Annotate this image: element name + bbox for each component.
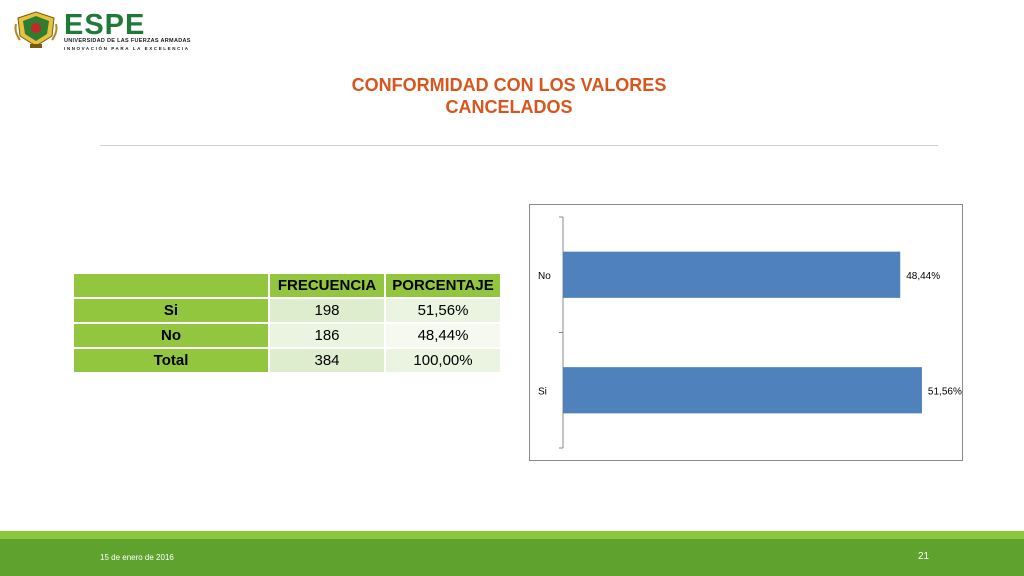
frequency-table: FRECUENCIA PORCENTAJE Si 198 51,56% No 1… <box>72 272 502 374</box>
table-row: Si 198 51,56% <box>72 297 502 324</box>
row-label: Si <box>72 297 270 324</box>
frecuencia-cell: 198 <box>268 297 386 324</box>
footer-date: 15 de enero de 2016 <box>100 553 174 562</box>
university-crest-icon <box>14 11 58 48</box>
footer-bar <box>0 539 1024 576</box>
frecuencia-cell: 186 <box>268 322 386 349</box>
slide-title-line2: CANCELADOS <box>445 97 573 117</box>
table-row: No 186 48,44% <box>72 322 502 349</box>
bar-no <box>563 251 901 298</box>
table-header-row: FRECUENCIA PORCENTAJE <box>72 272 502 299</box>
porcentaje-cell: 51,56% <box>384 297 502 324</box>
logo-wordmark: ESPE <box>64 9 146 41</box>
slide-title-line1: CONFORMIDAD CON LOS VALORES <box>351 75 667 95</box>
bar-chart: No 48,44% Si 51,56% <box>529 204 963 461</box>
espe-logo: ESPE UNIVERSIDAD DE LAS FUERZAS ARMADAS … <box>14 9 196 51</box>
page-number: 21 <box>918 551 930 562</box>
data-label: 51,56% <box>928 386 962 397</box>
data-label: 48,44% <box>906 271 940 282</box>
table-row: Total 384 100,00% <box>72 347 502 374</box>
category-label: Si <box>538 386 547 397</box>
logo-motto: INNOVACIÓN PARA LA EXCELENCIA <box>64 46 190 51</box>
table-header-cell: FRECUENCIA <box>268 272 386 299</box>
logo-tagline: UNIVERSIDAD DE LAS FUERZAS ARMADAS <box>64 38 191 44</box>
slide-title: CONFORMIDAD CON LOS VALORES CANCELADOS <box>300 74 718 118</box>
bar-si <box>563 367 922 414</box>
table-header-cell: PORCENTAJE <box>384 272 502 299</box>
bar-chart-svg: No 48,44% Si 51,56% <box>538 216 962 449</box>
row-label: No <box>72 322 270 349</box>
row-label: Total <box>72 347 270 374</box>
table-header-cell <box>72 272 270 299</box>
category-label: No <box>538 271 551 282</box>
footer-accent-stripe <box>0 531 1024 539</box>
frecuencia-cell: 384 <box>268 347 386 374</box>
porcentaje-cell: 48,44% <box>384 322 502 349</box>
title-divider <box>100 145 938 146</box>
porcentaje-cell: 100,00% <box>384 347 502 374</box>
